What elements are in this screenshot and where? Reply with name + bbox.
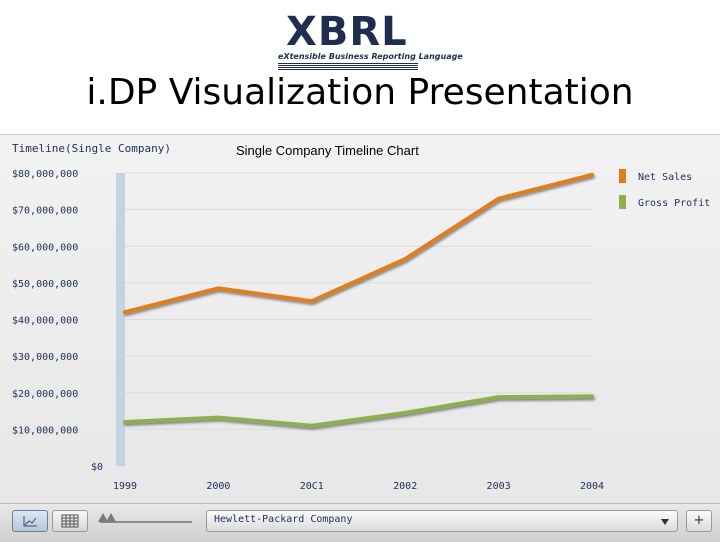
company-select-value: Hewlett-Packard Company — [214, 514, 353, 525]
x-tick-label: 2003 — [487, 481, 511, 492]
legend-swatch — [619, 195, 626, 209]
legend-label: Gross Profit — [638, 198, 710, 209]
x-tick-label: 2002 — [393, 481, 417, 492]
chart-title: Single Company Timeline Chart — [236, 143, 419, 158]
timeline-chart: $0 $10,000,000 $20,000,000 $30,000,000 $40,0… — [12, 169, 710, 492]
series-line — [123, 172, 594, 315]
slide-title: i.DP Visualization Presentation — [86, 72, 634, 113]
y-tick-label: $60,000,000 — [12, 242, 78, 253]
x-tick-label: 1999 — [113, 481, 137, 492]
y-tick-label: $10,000,000 — [12, 425, 78, 436]
logo-tagline: eXtensible Business Reporting Language — [278, 52, 463, 61]
line-view-button[interactable] — [12, 510, 48, 532]
chevron-down-icon — [661, 519, 669, 525]
legend-swatch — [619, 169, 626, 183]
y-tick-label: $0 — [91, 462, 103, 473]
range-slider-end-thumb[interactable] — [106, 513, 116, 522]
y-axis-bar — [116, 173, 125, 466]
y-tick-label: $20,000,000 — [12, 389, 78, 400]
x-tick-label: 2004 — [580, 481, 604, 492]
logo-stripes — [278, 63, 418, 71]
xbrl-logo: XBRL eXtensible Business Reporting Langu… — [278, 8, 463, 71]
chart-toolbar: Hewlett-Packard Company + — [0, 503, 720, 542]
x-tick-label: 20C1 — [300, 481, 324, 492]
table-view-button[interactable] — [52, 510, 88, 532]
x-tick-label: 2000 — [206, 481, 230, 492]
line-chart-icon — [23, 516, 37, 527]
y-tick-label: $70,000,000 — [12, 206, 78, 217]
series-line — [123, 394, 594, 428]
y-tick-label: $30,000,000 — [12, 352, 78, 363]
legend-label: Net Sales — [638, 172, 692, 183]
range-slider-track[interactable] — [100, 521, 192, 523]
logo-wordmark: XBRL — [286, 9, 408, 55]
y-tick-label: $40,000,000 — [12, 316, 78, 327]
panel-header: Timeline(Single Company) — [12, 142, 171, 155]
table-icon — [61, 514, 79, 528]
range-slider-start-thumb[interactable] — [98, 513, 108, 522]
company-select[interactable]: Hewlett-Packard Company — [206, 510, 678, 532]
y-tick-label: $50,000,000 — [12, 279, 78, 290]
timeline-widget: Timeline(Single Company) Single Company … — [0, 134, 720, 542]
y-tick-label: $80,000,000 — [12, 169, 78, 180]
add-company-button[interactable]: + — [686, 510, 712, 532]
